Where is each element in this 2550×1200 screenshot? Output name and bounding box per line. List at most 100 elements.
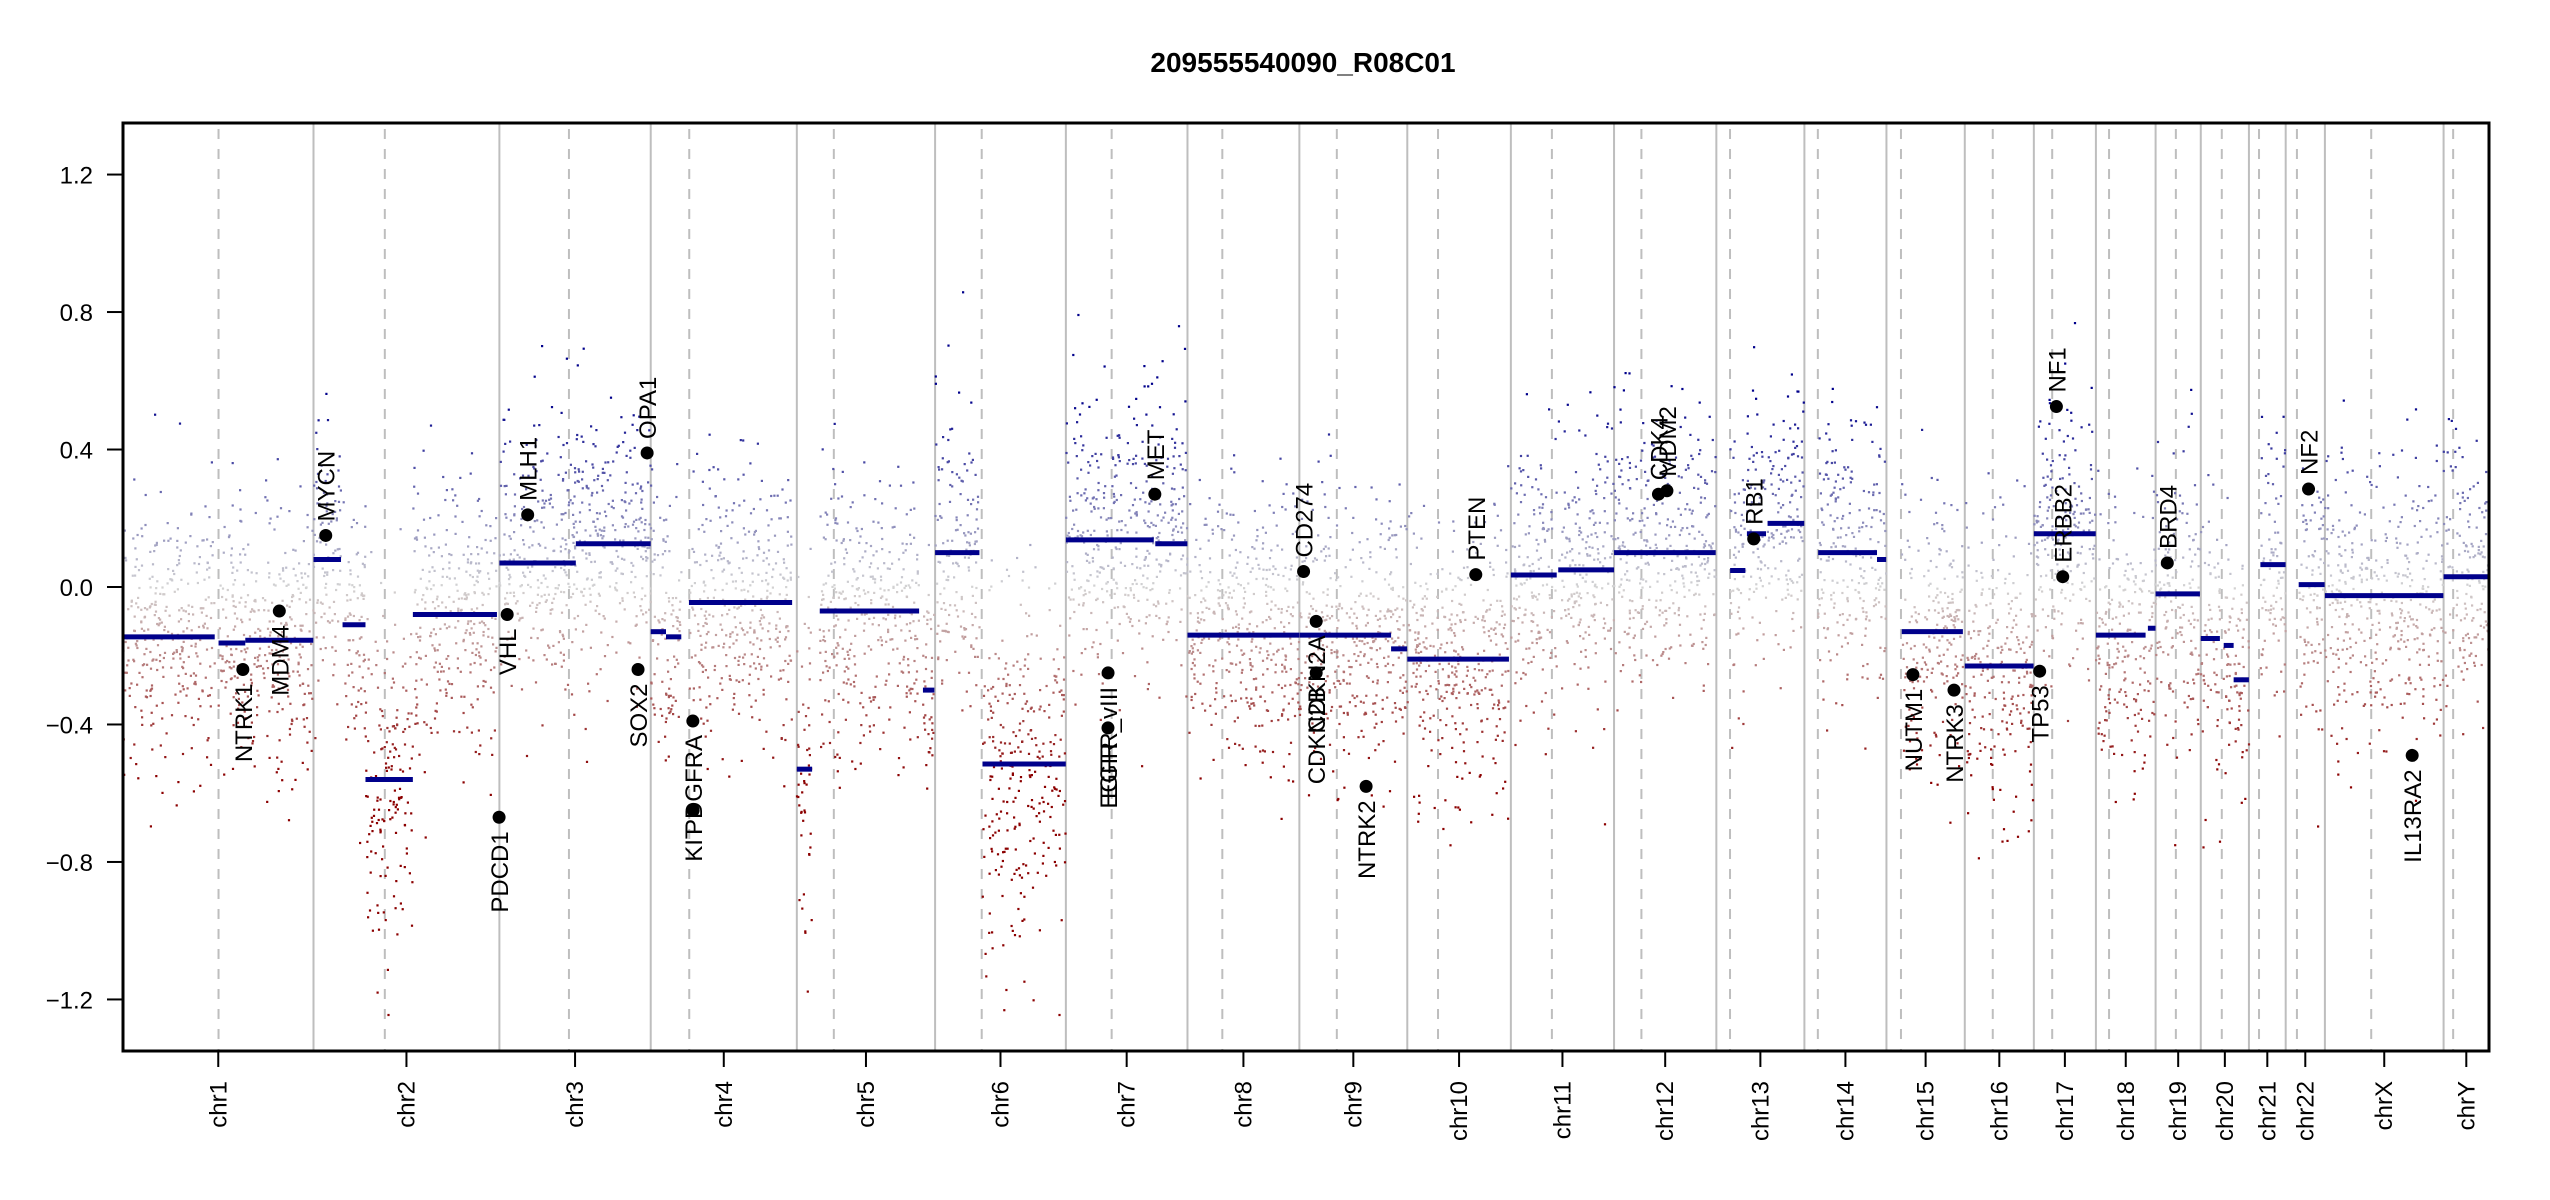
- probe-point: [1604, 455, 1607, 458]
- probe-point: [240, 618, 243, 621]
- probe-point: [1447, 676, 1450, 679]
- probe-point: [1330, 709, 1333, 712]
- probe-point: [540, 460, 543, 463]
- probe-point: [1165, 623, 1168, 626]
- probe-point: [155, 543, 158, 546]
- probe-point: [789, 659, 793, 662]
- probe-point: [388, 730, 391, 733]
- probe-point: [740, 589, 743, 592]
- probe-point: [1455, 670, 1458, 673]
- probe-point: [484, 624, 487, 627]
- probe-point: [243, 648, 246, 651]
- probe-point: [1126, 462, 1129, 465]
- probe-point: [1284, 566, 1287, 569]
- probe-point: [305, 586, 308, 589]
- probe-point: [578, 539, 581, 542]
- probe-point: [1118, 520, 1121, 523]
- probe-point: [733, 606, 736, 609]
- probe-point: [1486, 673, 1489, 676]
- probe-point: [1298, 614, 1301, 617]
- probe-point: [1535, 538, 1538, 541]
- probe-point: [756, 442, 759, 445]
- probe-point: [927, 593, 930, 597]
- probe-point: [1363, 636, 1366, 639]
- probe-point: [1297, 701, 1300, 704]
- probe-point: [1281, 670, 1284, 673]
- probe-point: [310, 664, 313, 667]
- probe-point: [571, 502, 574, 505]
- probe-point: [1513, 568, 1517, 571]
- probe-point: [1013, 872, 1016, 875]
- probe-point: [635, 527, 638, 530]
- probe-point: [326, 493, 329, 496]
- probe-point: [1462, 566, 1466, 569]
- probe-point: [1491, 707, 1495, 710]
- probe-point: [180, 607, 183, 610]
- probe-point: [299, 485, 302, 488]
- probe-point: [1192, 650, 1195, 653]
- probe-point: [1382, 805, 1385, 808]
- probe-point: [1517, 639, 1520, 642]
- probe-point: [184, 541, 187, 544]
- probe-point: [1262, 577, 1265, 580]
- probe-point: [1658, 614, 1661, 617]
- probe-point: [1488, 688, 1491, 691]
- probe-point: [363, 594, 366, 597]
- probe-point: [904, 549, 907, 552]
- probe-point: [1408, 629, 1411, 632]
- probe-point: [1395, 556, 1398, 559]
- probe-point: [316, 502, 319, 505]
- probe-point: [576, 364, 579, 367]
- probe-point: [776, 550, 780, 553]
- probe-point: [1592, 594, 1595, 597]
- probe-point: [776, 610, 779, 614]
- probe-point: [878, 480, 882, 483]
- probe-point: [379, 831, 382, 834]
- probe-point: [484, 659, 487, 662]
- probe-point: [1201, 638, 1204, 641]
- probe-point: [373, 751, 376, 754]
- probe-point: [1484, 687, 1487, 690]
- probe-point: [1228, 650, 1231, 654]
- probe-point: [1458, 602, 1461, 605]
- probe-point: [896, 684, 899, 687]
- probe-point: [913, 682, 916, 685]
- probe-point: [574, 564, 577, 567]
- probe-point: [983, 741, 986, 744]
- probe-point: [765, 509, 769, 512]
- probe-point: [454, 532, 457, 535]
- probe-point: [761, 614, 764, 617]
- probe-point: [1092, 496, 1095, 499]
- probe-point: [448, 595, 451, 599]
- probe-point: [1534, 595, 1537, 598]
- probe-point: [403, 866, 406, 869]
- probe-point: [504, 513, 507, 516]
- probe-point: [1357, 654, 1360, 658]
- probe-point: [399, 528, 402, 531]
- probe-point: [263, 609, 266, 612]
- probe-point: [252, 609, 255, 612]
- probe-point: [1585, 573, 1588, 576]
- probe-point: [656, 657, 659, 660]
- probe-point: [284, 551, 287, 555]
- probe-point: [209, 616, 213, 620]
- probe-point: [1102, 507, 1105, 510]
- probe-point: [989, 837, 992, 840]
- probe-point: [1200, 589, 1203, 592]
- probe-point: [287, 695, 290, 698]
- probe-point: [879, 575, 883, 578]
- probe-point: [574, 520, 577, 523]
- probe-point: [1364, 624, 1368, 627]
- probe-point: [281, 779, 284, 782]
- probe-point: [615, 451, 618, 454]
- probe-point: [1013, 934, 1017, 937]
- probe-point: [645, 556, 648, 559]
- probe-point: [721, 570, 724, 573]
- probe-point: [1578, 604, 1581, 607]
- probe-point: [565, 442, 569, 445]
- probe-point: [1462, 741, 1465, 744]
- probe-point: [673, 655, 676, 658]
- probe-point: [1084, 499, 1087, 502]
- probe-point: [1135, 397, 1138, 400]
- probe-point: [1124, 524, 1127, 527]
